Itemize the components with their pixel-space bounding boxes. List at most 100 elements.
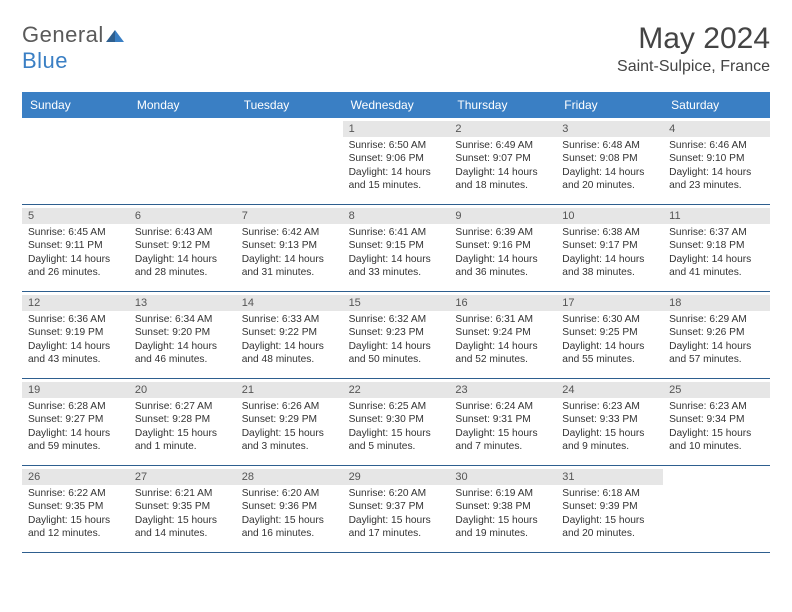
- day-header: Tuesday: [236, 92, 343, 118]
- logo-word1: General: [22, 22, 104, 47]
- daylight-line: Daylight: 14 hours and 15 minutes.: [349, 166, 444, 193]
- date-row: 5: [22, 208, 129, 224]
- date-number: 18: [669, 296, 681, 310]
- sunrise-line: Sunrise: 6:26 AM: [242, 400, 337, 413]
- sunrise-line: Sunrise: 6:19 AM: [455, 487, 550, 500]
- date-number: 5: [28, 209, 34, 223]
- sunrise-line: Sunrise: 6:21 AM: [135, 487, 230, 500]
- cell-details: Sunrise: 6:25 AMSunset: 9:30 PMDaylight:…: [349, 398, 444, 453]
- cell-details: Sunrise: 6:31 AMSunset: 9:24 PMDaylight:…: [455, 311, 550, 366]
- sunset-line: Sunset: 9:39 PM: [562, 500, 657, 513]
- date-number: 1: [349, 122, 355, 136]
- calendar-cell: 30Sunrise: 6:19 AMSunset: 9:38 PMDayligh…: [449, 466, 556, 552]
- calendar-cell: 12Sunrise: 6:36 AMSunset: 9:19 PMDayligh…: [22, 292, 129, 378]
- date-number: 17: [562, 296, 574, 310]
- sunset-line: Sunset: 9:12 PM: [135, 239, 230, 252]
- cell-details: Sunrise: 6:37 AMSunset: 9:18 PMDaylight:…: [669, 224, 764, 279]
- date-number: 19: [28, 383, 40, 397]
- sunset-line: Sunset: 9:27 PM: [28, 413, 123, 426]
- sunset-line: Sunset: 9:34 PM: [669, 413, 764, 426]
- date-number: 15: [349, 296, 361, 310]
- logo-word2: Blue: [22, 48, 68, 73]
- calendar-cell: 31Sunrise: 6:18 AMSunset: 9:39 PMDayligh…: [556, 466, 663, 552]
- sunset-line: Sunset: 9:18 PM: [669, 239, 764, 252]
- sunset-line: Sunset: 9:31 PM: [455, 413, 550, 426]
- cell-details: Sunrise: 6:19 AMSunset: 9:38 PMDaylight:…: [455, 485, 550, 540]
- sunset-line: Sunset: 9:19 PM: [28, 326, 123, 339]
- daylight-line: Daylight: 14 hours and 31 minutes.: [242, 253, 337, 280]
- sunset-line: Sunset: 9:06 PM: [349, 152, 444, 165]
- date-number: 4: [669, 122, 675, 136]
- daylight-line: Daylight: 14 hours and 48 minutes.: [242, 340, 337, 367]
- sunrise-line: Sunrise: 6:48 AM: [562, 139, 657, 152]
- date-row: 2: [449, 121, 556, 137]
- cell-details: Sunrise: 6:24 AMSunset: 9:31 PMDaylight:…: [455, 398, 550, 453]
- date-row: 1: [343, 121, 450, 137]
- sunset-line: Sunset: 9:35 PM: [28, 500, 123, 513]
- calendar-cell: 9Sunrise: 6:39 AMSunset: 9:16 PMDaylight…: [449, 205, 556, 291]
- daylight-line: Daylight: 14 hours and 55 minutes.: [562, 340, 657, 367]
- cell-details: Sunrise: 6:33 AMSunset: 9:22 PMDaylight:…: [242, 311, 337, 366]
- calendar-cell: 5Sunrise: 6:45 AMSunset: 9:11 PMDaylight…: [22, 205, 129, 291]
- cell-details: Sunrise: 6:22 AMSunset: 9:35 PMDaylight:…: [28, 485, 123, 540]
- date-number: 21: [242, 383, 254, 397]
- date-number: 7: [242, 209, 248, 223]
- calendar-cell: 8Sunrise: 6:41 AMSunset: 9:15 PMDaylight…: [343, 205, 450, 291]
- date-row: 24: [556, 382, 663, 398]
- cell-details: Sunrise: 6:26 AMSunset: 9:29 PMDaylight:…: [242, 398, 337, 453]
- cell-details: Sunrise: 6:32 AMSunset: 9:23 PMDaylight:…: [349, 311, 444, 366]
- cell-details: Sunrise: 6:28 AMSunset: 9:27 PMDaylight:…: [28, 398, 123, 453]
- cell-details: Sunrise: 6:18 AMSunset: 9:39 PMDaylight:…: [562, 485, 657, 540]
- calendar-week: 26Sunrise: 6:22 AMSunset: 9:35 PMDayligh…: [22, 466, 770, 553]
- sunrise-line: Sunrise: 6:45 AM: [28, 226, 123, 239]
- title-block: May 2024 Saint-Sulpice, France: [617, 22, 770, 76]
- date-row: 14: [236, 295, 343, 311]
- day-header: Friday: [556, 92, 663, 118]
- sunset-line: Sunset: 9:10 PM: [669, 152, 764, 165]
- date-row: 12: [22, 295, 129, 311]
- day-header: Saturday: [663, 92, 770, 118]
- logo-icon: [106, 22, 124, 48]
- sunrise-line: Sunrise: 6:50 AM: [349, 139, 444, 152]
- date-row: 19: [22, 382, 129, 398]
- sunrise-line: Sunrise: 6:24 AM: [455, 400, 550, 413]
- sunset-line: Sunset: 9:36 PM: [242, 500, 337, 513]
- calendar-week: 1 Sunrise: 6:50 AMSunset: 9:06 PMDaylight…: [22, 118, 770, 205]
- date-number: 8: [349, 209, 355, 223]
- cell-details: Sunrise: 6:20 AMSunset: 9:36 PMDaylight:…: [242, 485, 337, 540]
- sunrise-line: Sunrise: 6:31 AM: [455, 313, 550, 326]
- sunset-line: Sunset: 9:33 PM: [562, 413, 657, 426]
- date-number: 12: [28, 296, 40, 310]
- date-row: 29: [343, 469, 450, 485]
- cell-details: Sunrise: 6:23 AMSunset: 9:34 PMDaylight:…: [669, 398, 764, 453]
- sunset-line: Sunset: 9:25 PM: [562, 326, 657, 339]
- sunrise-line: Sunrise: 6:23 AM: [562, 400, 657, 413]
- date-row: 28: [236, 469, 343, 485]
- date-row: 23: [449, 382, 556, 398]
- daylight-line: Daylight: 15 hours and 19 minutes.: [455, 514, 550, 541]
- daylight-line: Daylight: 15 hours and 17 minutes.: [349, 514, 444, 541]
- date-row: 26: [22, 469, 129, 485]
- sunset-line: Sunset: 9:35 PM: [135, 500, 230, 513]
- calendar-cell: 27 Sunrise: 6:21 AMSunset: 9:35 PMDayligh…: [129, 466, 236, 552]
- cell-details: Sunrise: 6:38 AMSunset: 9:17 PMDaylight:…: [562, 224, 657, 279]
- calendar-cell: 11Sunrise: 6:37 AMSunset: 9:18 PMDayligh…: [663, 205, 770, 291]
- date-number: 14: [242, 296, 254, 310]
- date-number: 11: [669, 209, 680, 223]
- cell-details: Sunrise: 6:36 AMSunset: 9:19 PMDaylight:…: [28, 311, 123, 366]
- sunset-line: Sunset: 9:37 PM: [349, 500, 444, 513]
- date-row: 30: [449, 469, 556, 485]
- date-row: 25: [663, 382, 770, 398]
- daylight-line: Daylight: 15 hours and 1 minute.: [135, 427, 230, 454]
- daylight-line: Daylight: 15 hours and 14 minutes.: [135, 514, 230, 541]
- sunrise-line: Sunrise: 6:42 AM: [242, 226, 337, 239]
- sunrise-line: Sunrise: 6:43 AM: [135, 226, 230, 239]
- calendar-cell: 14Sunrise: 6:33 AMSunset: 9:22 PMDayligh…: [236, 292, 343, 378]
- calendar-cell: 17Sunrise: 6:30 AMSunset: 9:25 PMDayligh…: [556, 292, 663, 378]
- sunset-line: Sunset: 9:24 PM: [455, 326, 550, 339]
- daylight-line: Daylight: 14 hours and 52 minutes.: [455, 340, 550, 367]
- date-row: 16: [449, 295, 556, 311]
- date-number: 27: [135, 470, 147, 484]
- calendar-weeks: 1Sunrise: 6:50 AMSunset: 9:06 PMDaylight…: [22, 118, 770, 553]
- date-number: 24: [562, 383, 574, 397]
